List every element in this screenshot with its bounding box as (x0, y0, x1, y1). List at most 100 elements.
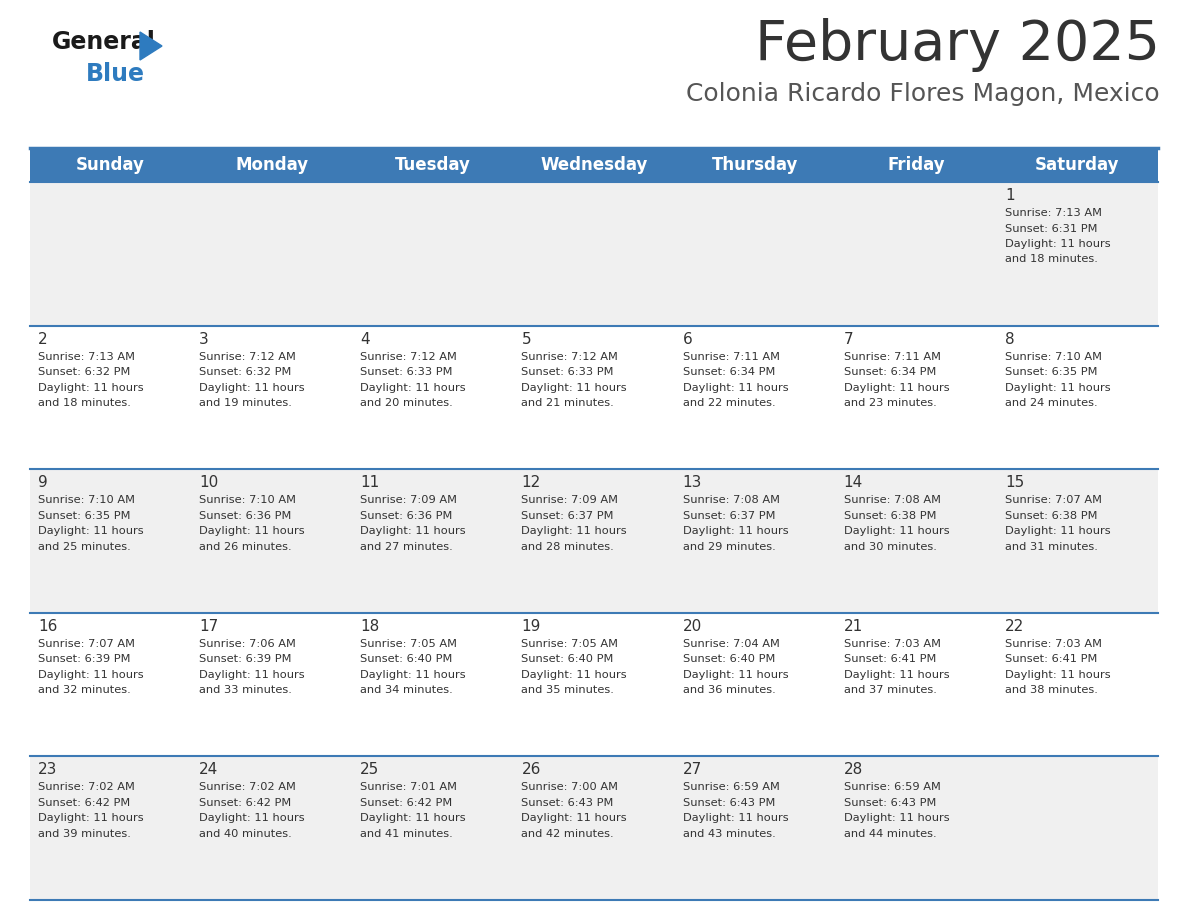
Text: Sunrise: 7:09 AM: Sunrise: 7:09 AM (360, 495, 457, 505)
Polygon shape (140, 32, 162, 60)
Text: February 2025: February 2025 (756, 18, 1159, 72)
Text: Sunset: 6:40 PM: Sunset: 6:40 PM (360, 655, 453, 665)
Text: Sunset: 6:32 PM: Sunset: 6:32 PM (200, 367, 291, 377)
Text: 12: 12 (522, 476, 541, 490)
Text: Daylight: 11 hours: Daylight: 11 hours (1005, 670, 1111, 680)
Text: Daylight: 11 hours: Daylight: 11 hours (683, 526, 788, 536)
Text: 15: 15 (1005, 476, 1024, 490)
Text: 16: 16 (38, 619, 57, 633)
Text: and 26 minutes.: and 26 minutes. (200, 542, 292, 552)
Text: 21: 21 (843, 619, 862, 633)
Text: Daylight: 11 hours: Daylight: 11 hours (843, 670, 949, 680)
Text: Sunrise: 7:11 AM: Sunrise: 7:11 AM (843, 352, 941, 362)
Text: Sunrise: 7:08 AM: Sunrise: 7:08 AM (843, 495, 941, 505)
Text: Daylight: 11 hours: Daylight: 11 hours (200, 383, 305, 393)
Text: Sunset: 6:33 PM: Sunset: 6:33 PM (360, 367, 453, 377)
Text: Sunrise: 7:10 AM: Sunrise: 7:10 AM (1005, 352, 1101, 362)
Text: Sunrise: 7:02 AM: Sunrise: 7:02 AM (200, 782, 296, 792)
Text: and 31 minutes.: and 31 minutes. (1005, 542, 1098, 552)
Text: and 36 minutes.: and 36 minutes. (683, 686, 776, 695)
Bar (30, 613, 1158, 756)
Text: and 44 minutes.: and 44 minutes. (843, 829, 936, 839)
Text: 4: 4 (360, 331, 369, 347)
Text: Sunrise: 7:04 AM: Sunrise: 7:04 AM (683, 639, 779, 649)
Text: and 18 minutes.: and 18 minutes. (1005, 254, 1098, 264)
Text: Daylight: 11 hours: Daylight: 11 hours (843, 526, 949, 536)
Text: 6: 6 (683, 331, 693, 347)
Text: Daylight: 11 hours: Daylight: 11 hours (522, 526, 627, 536)
Text: Sunset: 6:34 PM: Sunset: 6:34 PM (683, 367, 775, 377)
Text: and 32 minutes.: and 32 minutes. (38, 686, 131, 695)
Text: Daylight: 11 hours: Daylight: 11 hours (360, 670, 466, 680)
Text: and 21 minutes.: and 21 minutes. (522, 398, 614, 409)
Text: and 40 minutes.: and 40 minutes. (200, 829, 292, 839)
Text: and 27 minutes.: and 27 minutes. (360, 542, 453, 552)
Text: and 42 minutes.: and 42 minutes. (522, 829, 614, 839)
Text: Sunset: 6:38 PM: Sunset: 6:38 PM (1005, 510, 1098, 521)
Text: Daylight: 11 hours: Daylight: 11 hours (683, 670, 788, 680)
Text: 27: 27 (683, 763, 702, 778)
Text: Daylight: 11 hours: Daylight: 11 hours (38, 670, 144, 680)
Text: and 25 minutes.: and 25 minutes. (38, 542, 131, 552)
Text: Sunrise: 7:00 AM: Sunrise: 7:00 AM (522, 782, 619, 792)
Text: 5: 5 (522, 331, 531, 347)
Text: Sunrise: 7:02 AM: Sunrise: 7:02 AM (38, 782, 135, 792)
Text: and 29 minutes.: and 29 minutes. (683, 542, 776, 552)
Text: Sunrise: 7:12 AM: Sunrise: 7:12 AM (360, 352, 457, 362)
Text: Sunset: 6:32 PM: Sunset: 6:32 PM (38, 367, 131, 377)
Text: Tuesday: Tuesday (394, 156, 470, 174)
Text: Daylight: 11 hours: Daylight: 11 hours (843, 813, 949, 823)
Text: Sunrise: 7:05 AM: Sunrise: 7:05 AM (522, 639, 619, 649)
Text: Sunset: 6:41 PM: Sunset: 6:41 PM (843, 655, 936, 665)
Text: Sunrise: 6:59 AM: Sunrise: 6:59 AM (843, 782, 941, 792)
Text: Daylight: 11 hours: Daylight: 11 hours (360, 383, 466, 393)
Text: Sunrise: 7:13 AM: Sunrise: 7:13 AM (38, 352, 135, 362)
Text: Sunset: 6:35 PM: Sunset: 6:35 PM (1005, 367, 1098, 377)
Text: Daylight: 11 hours: Daylight: 11 hours (522, 813, 627, 823)
Text: Saturday: Saturday (1035, 156, 1119, 174)
Text: and 37 minutes.: and 37 minutes. (843, 686, 936, 695)
Text: and 28 minutes.: and 28 minutes. (522, 542, 614, 552)
Text: and 38 minutes.: and 38 minutes. (1005, 686, 1098, 695)
Text: Sunset: 6:41 PM: Sunset: 6:41 PM (1005, 655, 1098, 665)
Text: Daylight: 11 hours: Daylight: 11 hours (38, 526, 144, 536)
Text: Daylight: 11 hours: Daylight: 11 hours (38, 383, 144, 393)
Text: 14: 14 (843, 476, 862, 490)
Text: Sunset: 6:36 PM: Sunset: 6:36 PM (200, 510, 291, 521)
Text: Sunrise: 7:08 AM: Sunrise: 7:08 AM (683, 495, 779, 505)
Text: Sunrise: 7:13 AM: Sunrise: 7:13 AM (1005, 208, 1101, 218)
Text: Sunday: Sunday (76, 156, 145, 174)
Text: and 39 minutes.: and 39 minutes. (38, 829, 131, 839)
Text: Sunset: 6:37 PM: Sunset: 6:37 PM (522, 510, 614, 521)
Text: Sunset: 6:36 PM: Sunset: 6:36 PM (360, 510, 453, 521)
Text: Sunset: 6:31 PM: Sunset: 6:31 PM (1005, 223, 1098, 233)
Text: Thursday: Thursday (712, 156, 798, 174)
Text: 24: 24 (200, 763, 219, 778)
Text: and 24 minutes.: and 24 minutes. (1005, 398, 1098, 409)
Text: 23: 23 (38, 763, 57, 778)
Text: Sunrise: 7:12 AM: Sunrise: 7:12 AM (200, 352, 296, 362)
Text: Sunset: 6:40 PM: Sunset: 6:40 PM (683, 655, 775, 665)
Text: 20: 20 (683, 619, 702, 633)
Text: 28: 28 (843, 763, 862, 778)
Text: Sunrise: 7:01 AM: Sunrise: 7:01 AM (360, 782, 457, 792)
Text: Sunrise: 7:12 AM: Sunrise: 7:12 AM (522, 352, 618, 362)
Text: Sunrise: 7:09 AM: Sunrise: 7:09 AM (522, 495, 619, 505)
Text: Sunset: 6:40 PM: Sunset: 6:40 PM (522, 655, 614, 665)
Text: and 19 minutes.: and 19 minutes. (200, 398, 292, 409)
Text: Friday: Friday (887, 156, 946, 174)
Bar (30, 326, 1158, 469)
Bar (30, 182, 1158, 326)
Text: and 22 minutes.: and 22 minutes. (683, 398, 776, 409)
Text: Daylight: 11 hours: Daylight: 11 hours (38, 813, 144, 823)
Text: Sunset: 6:42 PM: Sunset: 6:42 PM (200, 798, 291, 808)
Text: Daylight: 11 hours: Daylight: 11 hours (522, 383, 627, 393)
Text: 2: 2 (38, 331, 48, 347)
Text: 17: 17 (200, 619, 219, 633)
Text: 3: 3 (200, 331, 209, 347)
Text: and 18 minutes.: and 18 minutes. (38, 398, 131, 409)
Text: Sunset: 6:35 PM: Sunset: 6:35 PM (38, 510, 131, 521)
Text: Sunset: 6:38 PM: Sunset: 6:38 PM (843, 510, 936, 521)
Text: General: General (52, 30, 156, 54)
Text: and 20 minutes.: and 20 minutes. (360, 398, 453, 409)
